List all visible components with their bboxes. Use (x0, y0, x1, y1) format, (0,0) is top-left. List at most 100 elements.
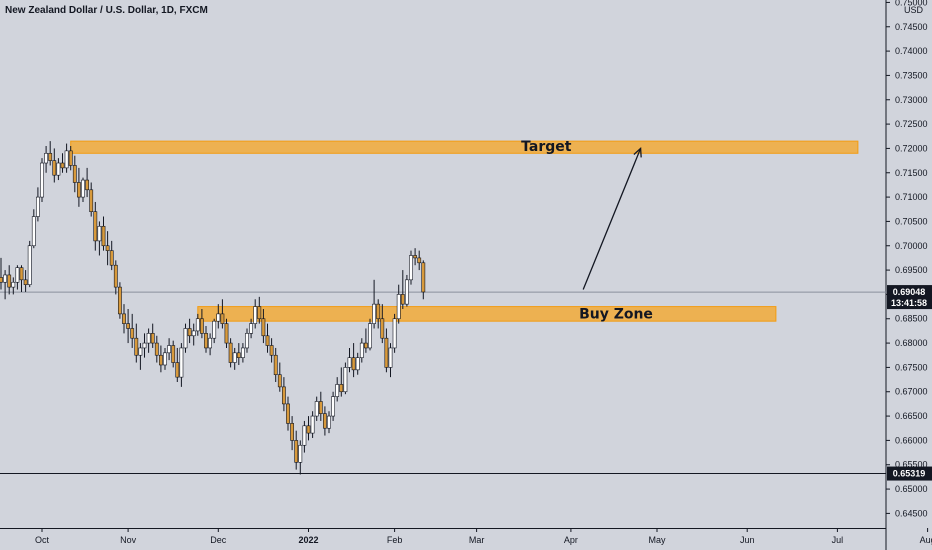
candle-body (35, 196, 40, 217)
candle-body (388, 347, 393, 368)
candle-body (277, 374, 282, 388)
candle-body (261, 318, 266, 337)
candle-body (0, 277, 3, 283)
candle-body (72, 165, 77, 183)
candle-body (122, 313, 126, 324)
candle-body (232, 352, 237, 363)
y-tick-label: 0.70500 (895, 216, 928, 226)
chart-title: New Zealand Dollar / U.S. Dollar, 1D, FX… (5, 5, 208, 16)
buy-zone-zone (197, 306, 777, 322)
candle-body (228, 342, 233, 363)
y-tick-label: 0.66000 (895, 435, 928, 445)
candle-body (220, 313, 225, 324)
candle-body (167, 345, 172, 354)
candle-body (175, 362, 180, 378)
y-tick-label: 0.74500 (895, 22, 928, 32)
price-lines-layer (0, 291, 886, 475)
candle-body (306, 425, 311, 434)
candles-layer (0, 141, 426, 475)
y-tick-label: 0.68000 (895, 338, 928, 348)
candle-body (286, 403, 290, 424)
candle-body (290, 423, 295, 441)
candle-body (60, 162, 65, 169)
candle-body (195, 318, 200, 332)
candle-body (163, 352, 167, 366)
candle-body (77, 182, 81, 198)
candle-body (310, 415, 315, 434)
candle-body (48, 152, 53, 161)
candle-body (64, 150, 69, 169)
candle-body (138, 347, 143, 356)
candle-body (224, 323, 229, 344)
candle-body (322, 413, 327, 429)
y-axis-ticks: 0.75000 0.74500 0.74000 0.73500 0.73000 0.725… (886, 0, 928, 518)
low-price-tag (887, 466, 932, 481)
candle-body (212, 320, 217, 339)
candle-body (331, 396, 336, 417)
y-tick-label: 0.64500 (895, 508, 928, 518)
candle-body (97, 225, 102, 242)
candle-body (257, 306, 262, 320)
candle-body (56, 162, 61, 176)
candle-body (241, 347, 245, 358)
y-tick-label: 0.67500 (895, 362, 928, 372)
y-tick-label: 0.69500 (895, 265, 928, 275)
last-price-value: 0.69048 (893, 287, 926, 297)
candle-body (187, 328, 192, 337)
candle-body (105, 245, 110, 251)
candle-body (409, 255, 413, 281)
candle-body (380, 318, 385, 339)
candle-body (236, 352, 241, 358)
y-axis-background (886, 0, 932, 550)
y-tick-label: 0.75000 (895, 0, 928, 7)
candle-body (421, 262, 426, 293)
candle-body (417, 257, 422, 264)
candle-body (146, 333, 151, 344)
candle-body (118, 286, 122, 315)
candle-body (392, 318, 397, 349)
candle-body (40, 162, 44, 198)
x-tick-label: Oct (35, 535, 50, 545)
annotations-layer: Target Buy Zone (521, 139, 653, 322)
candle-body (359, 342, 364, 358)
candle-body (281, 386, 286, 405)
candle-body (93, 211, 98, 242)
x-tick-label: Aug (920, 535, 932, 545)
candle-body (294, 440, 299, 463)
candle-body (396, 294, 401, 320)
x-tick-label: Feb (387, 535, 403, 545)
candle-body (269, 345, 274, 356)
candle-body (81, 179, 85, 198)
low-price-value: 0.65319 (893, 469, 926, 479)
candle-body (11, 281, 16, 288)
candle-body (400, 294, 405, 305)
candle-body (7, 274, 12, 288)
y-tick-label: 0.71500 (895, 168, 928, 178)
candle-body (208, 337, 213, 349)
candle-body (204, 333, 208, 349)
y-tick-label: 0.72500 (895, 119, 928, 129)
candle-body (384, 337, 389, 368)
candle-body (150, 333, 155, 344)
x-tick-label: Jun (740, 535, 755, 545)
x-tick-label: Mar (469, 535, 485, 545)
candle-body (363, 342, 368, 349)
candle-body (339, 384, 344, 393)
candle-body (216, 313, 221, 322)
candle-body (142, 342, 147, 349)
buy-zone-label: Buy Zone (579, 307, 653, 323)
candle-body (318, 401, 323, 414)
candle-body (52, 160, 57, 176)
x-tick-label: 2022 (298, 535, 318, 545)
candle-body (413, 255, 418, 259)
candle-body (191, 330, 196, 337)
candle-body (85, 179, 90, 191)
candle-body (314, 401, 319, 417)
x-tick-label: Apr (564, 535, 578, 545)
candle-body (327, 415, 331, 429)
y-tick-label: 0.71000 (895, 192, 928, 202)
candle-body (404, 279, 409, 305)
y-tick-label: 0.65000 (895, 484, 928, 494)
